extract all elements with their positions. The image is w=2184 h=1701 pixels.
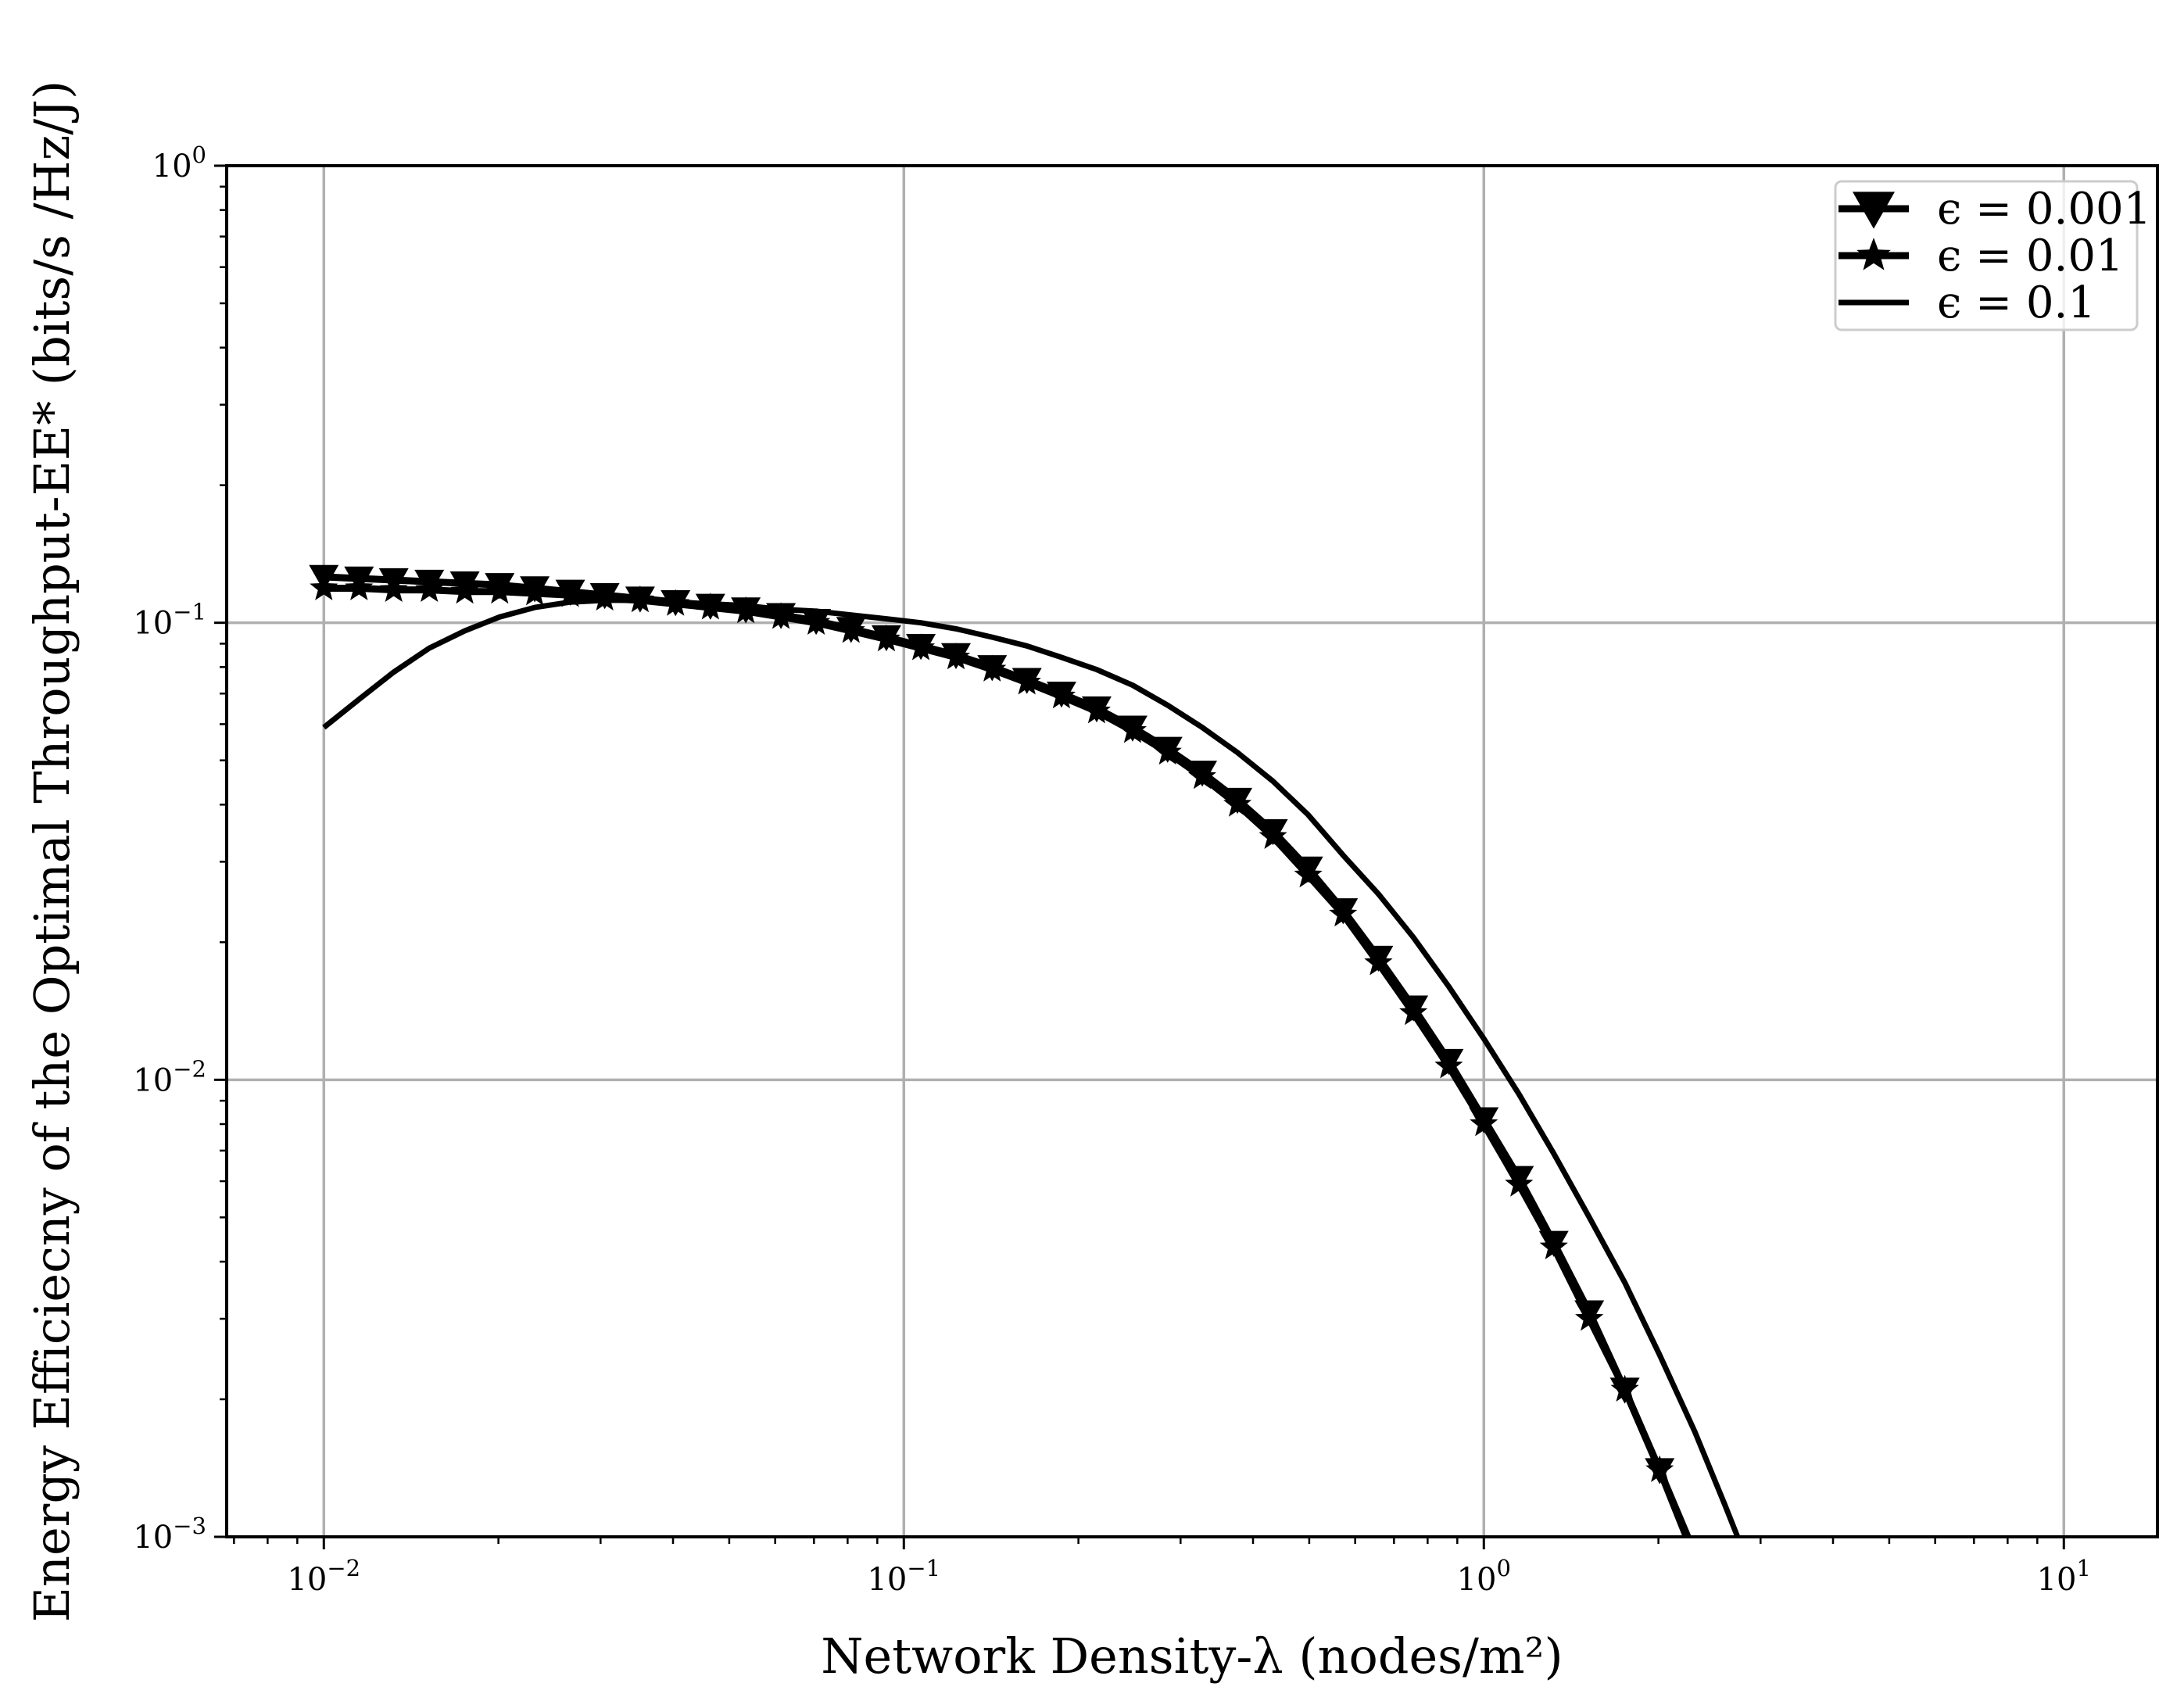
y-tick-label: 10−2: [133, 1055, 206, 1098]
data-point-triangle: [344, 566, 374, 593]
data-point-triangle: [1398, 995, 1429, 1022]
data-point-triangle: [520, 576, 550, 603]
data-point-triangle: [1117, 715, 1147, 742]
data-point-triangle: [1469, 1107, 1499, 1133]
data-point-triangle: [1538, 1230, 1569, 1257]
data-point-triangle: [1223, 787, 1253, 815]
legend-label: ϵ = 0.001: [1937, 184, 2151, 235]
data-point-triangle: [414, 569, 445, 596]
data-point-triangle: [1258, 819, 1288, 846]
data-point-triangle: [1152, 736, 1183, 763]
plot-frame: [225, 164, 2159, 1538]
y-tick-label: 10−3: [133, 1513, 206, 1556]
tick-labels: 10−2 10−1 100 101 10−3 10−2 10−1 100: [133, 141, 2091, 1598]
y-tick-label: 100: [152, 141, 206, 184]
x-tick-label: 10−2: [287, 1555, 360, 1598]
data-point-triangle: [1187, 761, 1218, 787]
data-point-triangle: [766, 603, 797, 629]
data-point-triangle: [625, 586, 655, 613]
data-point-triangle: [1081, 696, 1112, 723]
data-point-triangle: [977, 655, 1008, 682]
data-point-triangle: [309, 564, 339, 592]
data-point-triangle: [589, 582, 620, 610]
legend-marker-star: [1856, 238, 1891, 270]
x-tick-label: 10−1: [867, 1555, 940, 1598]
legend-box: [1834, 180, 2139, 331]
data-point-triangle: [485, 573, 515, 600]
y-tick-label: 10−1: [133, 599, 206, 642]
data-point-triangle: [731, 597, 761, 624]
data-point-triangle: [449, 571, 480, 598]
data-point-triangle: [1293, 856, 1323, 883]
data-point-triangle: [1011, 668, 1042, 694]
legend-entry: ϵ = 0.001: [1838, 184, 2151, 235]
data-point-triangle: [1363, 945, 1394, 972]
series-layer: [309, 564, 1741, 1537]
data-point-triangle: [801, 608, 832, 636]
legend-label: ϵ = 0.1: [1937, 278, 2096, 328]
data-point-triangle: [836, 617, 866, 643]
data-point-triangle: [1609, 1377, 1640, 1404]
data-point-triangle: [555, 579, 585, 606]
series-1: [309, 564, 1692, 1537]
legend-label: ϵ = 0.01: [1937, 231, 2124, 281]
x-tick-label: 100: [1457, 1555, 1511, 1598]
data-point-triangle: [906, 634, 936, 661]
legend-marker-triangle: [1853, 192, 1895, 229]
data-point-triangle: [940, 643, 971, 669]
y-axis-label: Energy Efficiecny of the Optimal Through…: [23, 81, 81, 1622]
x-axis-label: Network Density-λ (nodes/m²): [821, 1628, 1563, 1685]
data-point-triangle: [1046, 682, 1076, 708]
data-point-triangle: [1645, 1458, 1675, 1484]
data-point-triangle: [695, 593, 725, 620]
data-point-triangle: [871, 625, 901, 652]
data-point-triangle: [1328, 898, 1359, 925]
legend-entry: ϵ = 0.1: [1838, 278, 2096, 328]
x-tick-label: 101: [2037, 1555, 2091, 1598]
data-point-triangle: [661, 589, 691, 617]
ticks: [214, 164, 2065, 1549]
data-point-triangle: [378, 568, 409, 595]
data-point-triangle: [1504, 1166, 1534, 1192]
data-point-triangle: [1434, 1048, 1464, 1076]
legend-entry: ϵ = 0.01: [1838, 231, 2124, 281]
data-point-triangle: [1574, 1300, 1605, 1327]
